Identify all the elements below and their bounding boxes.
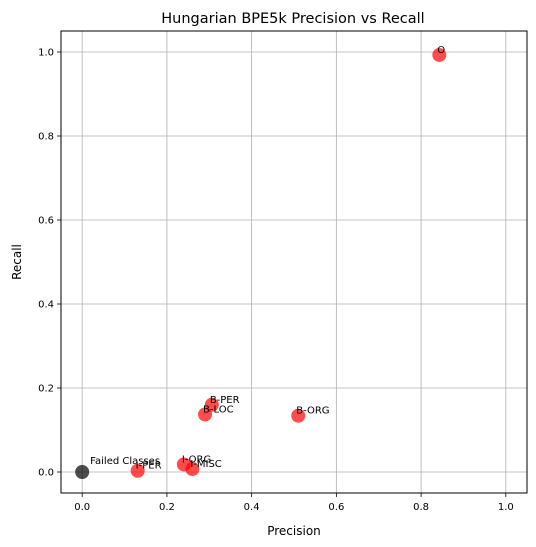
data-point [432,47,447,62]
grid [61,31,527,493]
y-tick-label: 0.4 [38,300,54,311]
y-axis-title: Recall [10,244,24,280]
x-tick-label: 0.6 [328,502,344,513]
y-tick-label: 0.6 [38,216,54,227]
data-point [130,463,145,478]
data-points [75,47,447,479]
y-tick-label: 1.0 [38,48,54,59]
x-tick-label: 0.4 [244,502,260,513]
plot-area [60,30,528,494]
data-point [198,407,213,422]
data-point-label: B-ORG [296,406,329,417]
x-tick-label: 0.2 [159,502,175,513]
x-tick-label: 0.8 [413,502,429,513]
y-tick-label: 0.0 [38,468,54,479]
y-tick-label: 0.8 [38,132,54,143]
axis-ticks: 0.0 0.2 0.4 0.6 0.8 1.0 0.0 0.2 0.4 0.6 0.8 1.0 [38,48,514,514]
data-point-label: I-MISC [190,459,221,470]
y-tick-label: 0.2 [38,384,54,395]
data-point-label: B-PER [210,395,240,406]
data-point [291,408,306,423]
failed-classes-point [75,465,90,479]
data-point-label: I-ORG [182,454,211,465]
x-tick-label: 1.0 [498,502,514,513]
data-point-label: O [437,45,445,56]
data-point-label: B-LOC [203,404,234,415]
data-point [185,462,200,477]
chart-title: Hungarian BPE5k Precision vs Recall [161,11,424,27]
x-tick-label: 0.0 [74,502,90,513]
failed-classes-label: Failed Classes [90,456,160,467]
x-axis-title: Precision [267,524,321,538]
data-point-label: I-PER [136,461,162,472]
